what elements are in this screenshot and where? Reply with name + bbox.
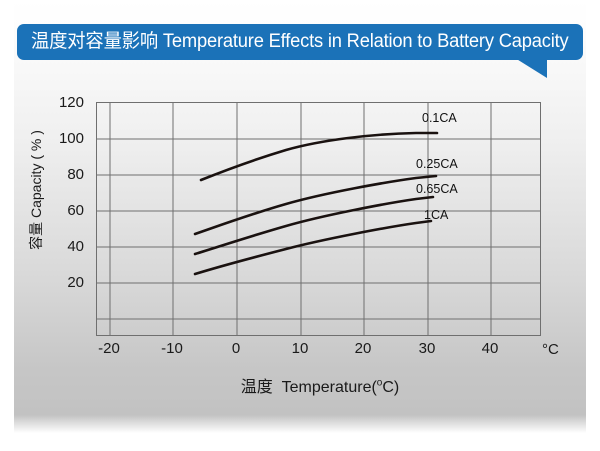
banner-tail-icon xyxy=(505,58,547,78)
x-tick-minus20: -20 xyxy=(98,340,120,357)
y-tick-120: 120 xyxy=(58,94,84,111)
x-tick-30: 30 xyxy=(418,340,436,357)
x-axis-title: 温度 Temperature(oC) xyxy=(150,373,490,397)
series-label-1ca: 1CA xyxy=(424,208,449,222)
x-tick-minus10: -10 xyxy=(161,340,183,357)
y-tick-80: 80 xyxy=(67,166,84,183)
x-axis-title-tail: C) xyxy=(382,379,400,396)
x-axis-title-en: Temperature( xyxy=(281,379,377,396)
series-curve-1ca xyxy=(193,219,433,276)
series-curve-0-1ca xyxy=(199,131,439,182)
y-axis-title: 容量 Capacity ( % ) xyxy=(28,130,44,250)
data-curves xyxy=(193,131,439,276)
x-tick-20: 20 xyxy=(354,340,372,357)
y-tick-20: 20 xyxy=(67,274,84,291)
x-axis-title-degree: o xyxy=(376,377,383,389)
plot-area xyxy=(96,102,541,336)
banner-title: 温度对容量影响 Temperature Effects in Relation … xyxy=(31,31,569,52)
y-tick-40: 40 xyxy=(67,238,84,255)
series-curve-0-25ca xyxy=(193,174,438,236)
x-tick-10: 10 xyxy=(291,340,309,357)
y-tick-100: 100 xyxy=(58,130,84,147)
series-label-0-65ca: 0.65CA xyxy=(416,182,458,196)
series-label-0-1ca: 0.1CA xyxy=(422,111,457,125)
banner-body: 温度对容量影响 Temperature Effects in Relation … xyxy=(17,24,583,60)
header-banner: 温度对容量影响 Temperature Effects in Relation … xyxy=(17,24,583,78)
series-curve-0-65ca xyxy=(193,195,435,256)
gridlines xyxy=(97,103,540,335)
x-axis-title-cn: 温度 xyxy=(240,379,273,396)
x-tick-40: 40 xyxy=(481,340,499,357)
x-tick-0: 0 xyxy=(231,340,241,357)
series-label-0-25ca: 0.25CA xyxy=(416,157,458,171)
x-axis-unit-label: °C xyxy=(542,341,559,358)
y-tick-60: 60 xyxy=(67,202,84,219)
